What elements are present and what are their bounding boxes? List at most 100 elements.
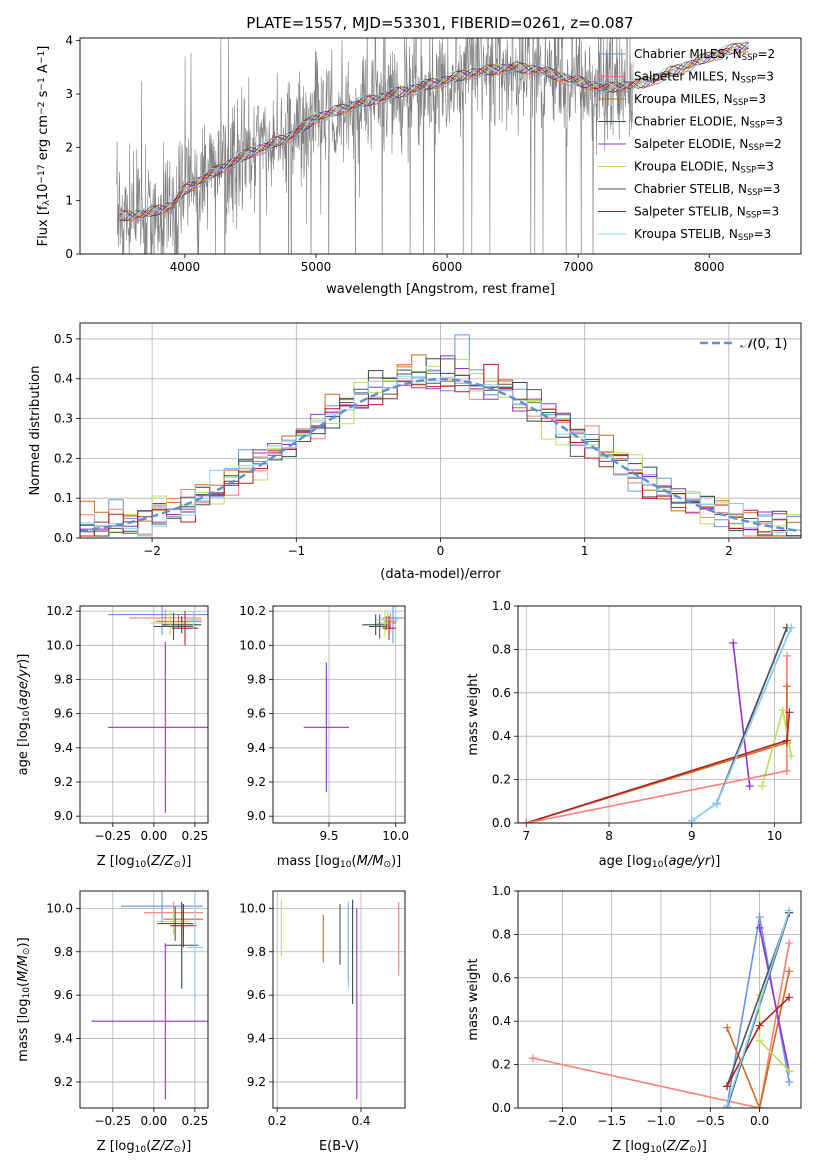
spectrum-model-line-6 bbox=[119, 42, 749, 218]
residuals-normal-curve bbox=[80, 378, 799, 533]
spectrum-data-line bbox=[116, 38, 634, 254]
weight_vs_age-marker bbox=[787, 623, 796, 632]
mass_vs_Z-ytick-label: 9.8 bbox=[54, 945, 73, 959]
figure-title: PLATE=1557, MJD=53301, FIBERID=0261, z=0… bbox=[246, 14, 633, 32]
legend-label-1: Salpeter MILES, NSSP=3 bbox=[634, 70, 774, 85]
mass_vs_Z-ytick-label: 9.2 bbox=[54, 1075, 73, 1089]
spectrum-xlabel: wavelength [Angstrom, rest frame] bbox=[326, 282, 555, 297]
spectrum-legend: Chabrier MILES, NSSP=2 Salpeter MILES, NS… bbox=[598, 47, 783, 242]
age_vs_Z-xlabel: Z [log10(Z/Z⊙)] bbox=[97, 854, 192, 870]
weight_vs_age-marker bbox=[787, 751, 796, 760]
age_vs_mass-frame bbox=[272, 605, 406, 824]
weight_vs_Z-marker bbox=[755, 923, 764, 932]
age_vs_mass-ytick-label: 9.6 bbox=[247, 707, 266, 721]
mass_vs_ebv-xlabel: E(B-V) bbox=[319, 1139, 359, 1154]
weight_vs_age-marker bbox=[745, 782, 754, 791]
weight_vs_age-marker bbox=[522, 819, 531, 823]
mass_vs_Z-xlabel: Z [log10(Z/Z⊙)] bbox=[97, 1139, 192, 1155]
weight_vs_Z-marker bbox=[723, 1101, 732, 1108]
age_vs_mass-plot-area bbox=[303, 606, 404, 793]
weight_vs_age-xlabel: age [log10(age/yr)] bbox=[599, 854, 721, 870]
legend-label-3: Chabrier ELODIE, NSSP=3 bbox=[634, 115, 783, 130]
weight_vs_age-marker bbox=[687, 816, 696, 823]
mass_vs_Z-ytick-label: 10.0 bbox=[46, 901, 73, 915]
residuals-xlabel: (data-model)/error bbox=[380, 567, 501, 582]
weight_vs_age-marker bbox=[782, 682, 791, 691]
residuals-ytick-label: 0.5 bbox=[54, 332, 73, 346]
weight_vs_age-ytick-label: 0.4 bbox=[492, 729, 511, 743]
spectrum-xtick-label: 5000 bbox=[301, 260, 332, 274]
residuals-plot-area bbox=[80, 334, 801, 537]
age_vs_Z-ytick-label: 10.2 bbox=[46, 604, 73, 618]
weight_vs_Z-xtick-label: −0.5 bbox=[696, 1114, 725, 1128]
weight_vs_age-xtick-label: 8 bbox=[605, 829, 613, 843]
age_vs_Z-ytick-label: 9.4 bbox=[54, 741, 73, 755]
weight_vs_Z-marker bbox=[785, 906, 794, 915]
age_vs_Z-xtick-label: 0.00 bbox=[140, 829, 167, 843]
age_vs_mass-xtick-label: 10.0 bbox=[382, 829, 409, 843]
spectrum-model-line-4 bbox=[119, 41, 749, 222]
spectrum-ytick-label: 0 bbox=[65, 247, 73, 261]
mass_vs_Z-plot-area bbox=[91, 891, 208, 1100]
weight_vs_age-line-7 bbox=[526, 712, 791, 823]
weight_vs_Z-line-4 bbox=[758, 927, 790, 1072]
age_vs_mass-ytick-label: 10.0 bbox=[239, 638, 266, 652]
residuals-ylabel: Normed distribution bbox=[28, 366, 43, 496]
weight_vs_Z-ytick-label: 1.0 bbox=[492, 884, 511, 898]
weight_vs_Z-xtick-label: −1.0 bbox=[646, 1114, 675, 1128]
weight_vs_Z-line-8 bbox=[726, 910, 790, 1107]
spectrum-plot-area bbox=[116, 38, 749, 254]
legend-label-7: Salpeter STELIB, NSSP=3 bbox=[634, 205, 779, 220]
mass_vs_ebv-xtick-label: 0.2 bbox=[268, 1114, 287, 1128]
age_vs_Z-frame bbox=[79, 605, 209, 824]
spectrum-frame bbox=[79, 37, 802, 255]
weight_vs_Z-ylabel: mass weight bbox=[466, 958, 481, 1040]
weight_vs_age-xtick-label: 7 bbox=[522, 829, 530, 843]
age_vs_Z-xtick-label: −0.25 bbox=[94, 829, 131, 843]
spectrum-ytick-label: 4 bbox=[65, 34, 73, 48]
mass_vs_Z-axes: −0.25 0.00 0.25 9.2 9.4 9.6 9.8 10.0 bbox=[46, 891, 208, 1128]
legend-label-0: Chabrier MILES, NSSP=2 bbox=[634, 47, 775, 62]
weight_vs_age-xtick-label: 10 bbox=[767, 829, 782, 843]
spectrum-ytick-label: 3 bbox=[65, 87, 73, 101]
weight_vs_Z-marker bbox=[785, 993, 794, 1002]
mass_vs_Z-frame bbox=[79, 890, 209, 1109]
residuals-frame bbox=[79, 322, 802, 539]
weight_vs_Z-marker bbox=[528, 1054, 537, 1063]
mass_vs_ebv-ytick-label: 9.4 bbox=[247, 1032, 266, 1046]
residuals-xtick-label: 2 bbox=[725, 544, 733, 558]
age_vs_Z-ytick-label: 10.0 bbox=[46, 638, 73, 652]
weight_vs_Z-marker bbox=[755, 1036, 764, 1045]
weight_vs_Z-ytick-label: 0.2 bbox=[492, 1058, 511, 1072]
mass_vs_ebv-xtick-label: 0.4 bbox=[351, 1114, 370, 1128]
weight_vs_age-marker bbox=[782, 736, 791, 745]
weight_vs_Z-marker bbox=[723, 1082, 732, 1091]
spectrum-xtick-label: 4000 bbox=[170, 260, 201, 274]
age_vs_Z-plot-area bbox=[107, 606, 208, 813]
age_vs_Z-ylabel: age [log10(age/yr)] bbox=[16, 654, 32, 776]
residuals-legend-label: 𝒩(0, 1) bbox=[740, 337, 787, 352]
spectrum-xtick-label: 6000 bbox=[432, 260, 463, 274]
age_vs_Z-axes: −0.25 0.00 0.25 9.0 9.2 9.4 9.6 9.8 10.0 10.2 bbox=[46, 604, 208, 843]
weight_vs_age-axes: 7 8 9 10 0.0 0.2 0.4 0.6 0.8 1.0 bbox=[492, 599, 801, 843]
weight_vs_Z-xlabel: Z [log10(Z/Z⊙)] bbox=[612, 1139, 707, 1155]
weight_vs_age-marker bbox=[782, 651, 791, 660]
weight_vs_Z-marker bbox=[755, 1021, 764, 1030]
residuals-ytick-label: 0.4 bbox=[54, 372, 73, 386]
spectrum-model-line-8 bbox=[119, 44, 749, 218]
weight_vs_Z-marker bbox=[785, 1077, 794, 1086]
weight_vs_age-ytick-label: 0.0 bbox=[492, 816, 511, 830]
weight_vs_Z-axes: −2.0 −1.5 −1.0 −0.5 0.0 0.0 0.2 0.4 0.6 0.8 1.0 bbox=[492, 884, 801, 1128]
residuals-xtick-label: 0 bbox=[437, 544, 445, 558]
weight_vs_Z-marker bbox=[785, 939, 794, 948]
residuals-ytick-label: 0.3 bbox=[54, 412, 73, 426]
weight_vs_age-line-4 bbox=[732, 642, 751, 787]
weight_vs_Z-xtick-label: −1.5 bbox=[597, 1114, 626, 1128]
mass_vs_Z-ytick-label: 9.4 bbox=[54, 1032, 73, 1046]
weight_vs_age-marker bbox=[785, 708, 794, 717]
spectrum-ylabel: Flux [fλ10−17 erg cm−2 s−1 A−1] bbox=[36, 46, 52, 247]
age_vs_Z-ytick-label: 9.8 bbox=[54, 672, 73, 686]
weight_vs_Z-frame bbox=[517, 890, 802, 1109]
mass_vs_ebv-ytick-label: 10.0 bbox=[239, 901, 266, 915]
